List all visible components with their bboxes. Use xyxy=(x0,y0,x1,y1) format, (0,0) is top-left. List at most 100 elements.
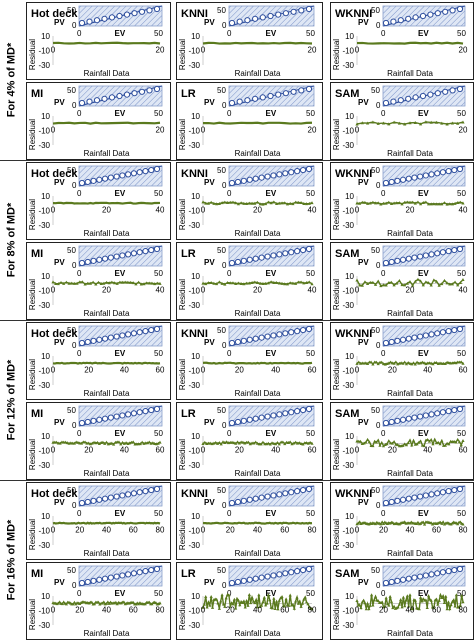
residual-point xyxy=(426,281,431,285)
residual-point xyxy=(443,443,447,447)
inset-x-label: EV xyxy=(266,29,277,38)
x-tick-label: 60 xyxy=(280,525,289,534)
residual-point xyxy=(228,604,232,608)
inset-x-tick: 0 xyxy=(77,29,82,38)
x-tick-label: 60 xyxy=(280,605,289,614)
inset-point xyxy=(382,339,390,347)
inset-point xyxy=(394,497,401,504)
inset-point xyxy=(113,493,120,500)
residual-point xyxy=(400,605,404,609)
residual-point xyxy=(401,361,405,365)
residual-point xyxy=(140,440,144,444)
residual-point xyxy=(62,281,66,285)
inset-y-tick: 0 xyxy=(222,181,227,190)
residual-point xyxy=(254,598,258,602)
residual-point xyxy=(450,521,454,525)
inset-y-tick: 50 xyxy=(217,86,226,95)
residual-point xyxy=(461,201,465,205)
inset-point xyxy=(101,95,108,102)
residual-point xyxy=(215,282,219,286)
inset-point xyxy=(84,178,91,186)
inset-point xyxy=(451,486,458,494)
inset-x-tick: 0 xyxy=(77,429,82,438)
inset-x-tick: 0 xyxy=(77,109,82,118)
residual-point xyxy=(221,440,225,444)
x-axis-label: Rainfall Data xyxy=(84,389,130,398)
residual-point xyxy=(131,440,135,444)
residual-point xyxy=(392,604,396,608)
residual-point xyxy=(126,280,130,284)
residual-point xyxy=(453,280,457,284)
inset-y-tick: 50 xyxy=(67,326,76,335)
inset-point xyxy=(136,249,143,256)
residual-point xyxy=(376,121,380,125)
inset-point xyxy=(228,259,236,267)
inset-point xyxy=(259,94,266,101)
residual-point xyxy=(429,361,433,365)
inset-y-tick: 50 xyxy=(371,166,380,175)
inset-point xyxy=(451,326,458,334)
inset-x-tick: 0 xyxy=(227,29,232,38)
residual-point xyxy=(392,120,396,124)
residual-point xyxy=(395,281,399,285)
residual-point xyxy=(355,599,359,603)
residual-point xyxy=(448,607,452,611)
residual-point xyxy=(219,599,223,603)
chart-panel: SAM 50 0 PV 0 50 EV 10 -10 -30 0 20 40 60 80 Rainfall D… xyxy=(330,562,474,640)
residual-point xyxy=(208,441,212,445)
residual-point xyxy=(373,201,378,205)
residual-point xyxy=(304,281,309,285)
residual-point xyxy=(206,281,211,285)
residual-point xyxy=(243,605,247,609)
inset-point xyxy=(422,332,429,339)
inset-point xyxy=(228,579,236,587)
inset-x-tick: 50 xyxy=(154,269,163,278)
residual-point xyxy=(217,606,221,610)
inset-point xyxy=(445,568,452,575)
residual-point xyxy=(376,599,380,603)
inset-point xyxy=(116,12,123,20)
inset-point xyxy=(125,251,132,258)
inset-point xyxy=(294,568,301,575)
residual-point xyxy=(388,594,392,598)
residual-point xyxy=(225,281,230,285)
y-axis-label: Residual xyxy=(178,439,187,470)
y-axis-label: Residual xyxy=(332,119,341,150)
x-tick-label: 0 xyxy=(201,205,206,214)
y-tick-label: 10 xyxy=(41,592,50,601)
inset-point xyxy=(246,576,253,583)
inset-point xyxy=(434,90,441,97)
x-tick-label: 20 xyxy=(406,205,415,214)
y-axis-label: Residual xyxy=(28,519,37,550)
inset-x-tick: 50 xyxy=(154,429,163,438)
residual-point xyxy=(385,521,390,525)
residual-point xyxy=(416,277,420,281)
inset-point xyxy=(305,485,313,493)
inset-point xyxy=(228,179,236,187)
inset-point xyxy=(382,579,390,587)
inset-point xyxy=(412,14,419,21)
residual-point xyxy=(408,438,412,442)
inset-point xyxy=(240,257,247,264)
inset-point xyxy=(390,18,397,25)
y-tick-label: -30 xyxy=(38,381,50,390)
chart-panel: KNNI 50 0 PV 0 50 EV 10 -10 -30 0 20 Rainfall Data Re… xyxy=(176,2,323,80)
inset-y-label: PV xyxy=(54,338,65,347)
residual-point xyxy=(274,599,279,603)
inset-point xyxy=(138,88,146,95)
residual-point xyxy=(421,520,425,524)
inset-x-tick: 0 xyxy=(227,269,232,278)
residual-point xyxy=(272,280,276,284)
residual-point xyxy=(431,442,435,446)
inset-y-tick: 0 xyxy=(376,21,381,30)
residual-point xyxy=(440,439,444,443)
y-axis-label: Residual xyxy=(178,199,187,230)
inset-point xyxy=(288,329,295,336)
inset-point xyxy=(228,19,236,27)
residual-point xyxy=(220,593,224,597)
residual-point xyxy=(383,604,387,608)
inset-point xyxy=(125,491,132,498)
inset-x-tick: 50 xyxy=(306,29,315,38)
inset-point xyxy=(299,566,307,574)
